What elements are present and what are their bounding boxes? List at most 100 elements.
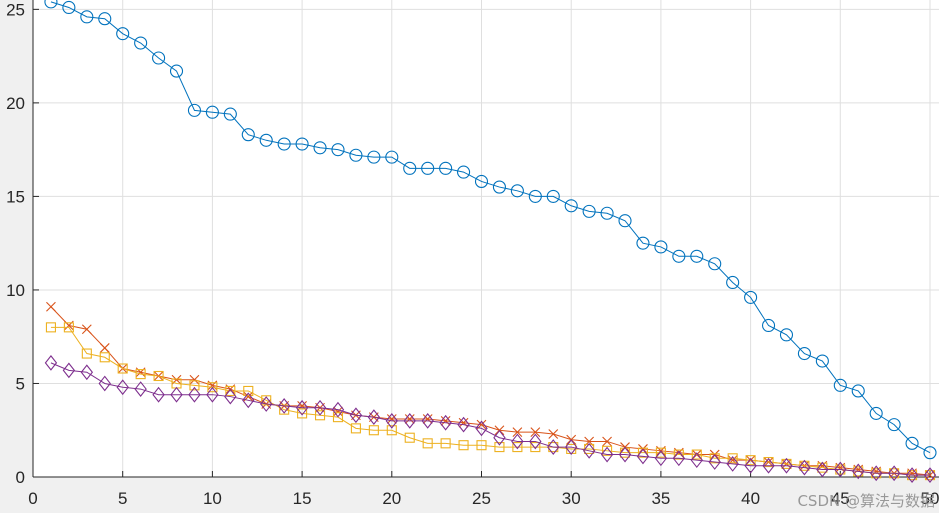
data-point	[279, 404, 290, 415]
data-point	[331, 143, 345, 157]
data-point	[187, 103, 202, 117]
x-tick-label: 50	[921, 489, 939, 508]
data-point	[439, 414, 452, 431]
data-series	[44, 0, 937, 484]
data-point	[134, 36, 148, 50]
data-point	[548, 429, 559, 439]
data-point	[98, 375, 111, 392]
data-point	[708, 454, 721, 470]
data-point	[368, 425, 379, 436]
data-point	[80, 364, 94, 381]
data-point	[62, 0, 76, 15]
data-point	[546, 189, 560, 203]
data-point	[744, 457, 757, 474]
data-point	[763, 456, 774, 468]
x-tick-label: 0	[28, 489, 37, 508]
data-point	[242, 392, 255, 409]
x-tick-label: 15	[293, 489, 312, 508]
data-point	[672, 450, 686, 467]
data-point	[333, 406, 343, 417]
data-point	[440, 438, 451, 449]
data-point	[512, 442, 523, 453]
data-point	[530, 427, 541, 437]
data-point	[153, 370, 164, 382]
data-point	[673, 449, 684, 460]
data-point	[170, 386, 183, 403]
data-point	[618, 446, 632, 463]
data-point	[367, 409, 381, 426]
data-point	[458, 440, 469, 451]
data-point	[869, 406, 883, 420]
data-point	[440, 415, 451, 426]
data-point	[367, 150, 381, 164]
x-tick-label: 30	[562, 489, 581, 508]
plot-area	[33, 0, 939, 477]
series-line	[50, 1, 931, 454]
x-tick-label: 40	[741, 489, 760, 508]
data-point	[672, 249, 686, 263]
data-point	[313, 141, 327, 155]
data-point	[744, 290, 758, 304]
data-point	[636, 236, 650, 250]
data-point	[81, 324, 92, 335]
data-point	[205, 105, 219, 119]
data-point	[528, 189, 542, 203]
data-point	[134, 381, 147, 397]
data-point	[99, 352, 110, 363]
data-point	[457, 165, 471, 179]
data-point	[44, 355, 58, 371]
data-point	[98, 12, 112, 26]
data-point	[385, 150, 399, 164]
series-4	[44, 355, 937, 484]
watermark-text: CSDN @算法与数据	[797, 492, 935, 510]
data-point	[923, 446, 937, 460]
data-point	[385, 412, 398, 429]
data-point	[313, 399, 327, 416]
data-point	[225, 385, 236, 397]
data-point	[851, 384, 865, 398]
data-point	[259, 133, 273, 147]
data-point	[690, 249, 704, 263]
series-3	[45, 322, 936, 481]
data-point	[349, 148, 363, 162]
data-point	[350, 423, 361, 434]
data-point	[780, 457, 793, 474]
data-point	[547, 439, 560, 455]
series-line	[50, 326, 930, 476]
data-point	[295, 399, 309, 416]
data-point	[816, 461, 829, 478]
data-point	[62, 362, 76, 379]
data-point	[349, 407, 363, 424]
data-point	[762, 457, 775, 474]
data-point	[80, 10, 94, 24]
data-point	[602, 436, 612, 447]
data-point	[887, 465, 901, 482]
y-tick-label: 0	[16, 468, 25, 487]
data-point	[421, 161, 435, 175]
data-point	[510, 184, 524, 198]
data-point	[439, 161, 453, 175]
data-point	[709, 453, 720, 464]
data-point	[852, 463, 865, 480]
data-point	[637, 447, 649, 458]
data-point	[492, 180, 506, 194]
data-point	[46, 301, 56, 312]
data-point	[223, 107, 237, 121]
data-point	[582, 442, 596, 459]
data-point	[727, 453, 738, 464]
series-line	[50, 362, 930, 476]
data-point	[797, 346, 811, 361]
series-1	[44, 0, 937, 460]
data-point	[726, 275, 740, 290]
data-point	[206, 386, 219, 403]
data-point	[833, 378, 847, 392]
y-tick-label: 5	[16, 374, 25, 393]
data-point	[815, 354, 829, 368]
data-point	[260, 396, 273, 412]
data-point	[905, 436, 919, 450]
data-point	[295, 137, 309, 151]
data-point	[261, 395, 272, 406]
data-point	[779, 328, 794, 342]
data-point	[474, 174, 489, 188]
data-point	[494, 442, 505, 453]
